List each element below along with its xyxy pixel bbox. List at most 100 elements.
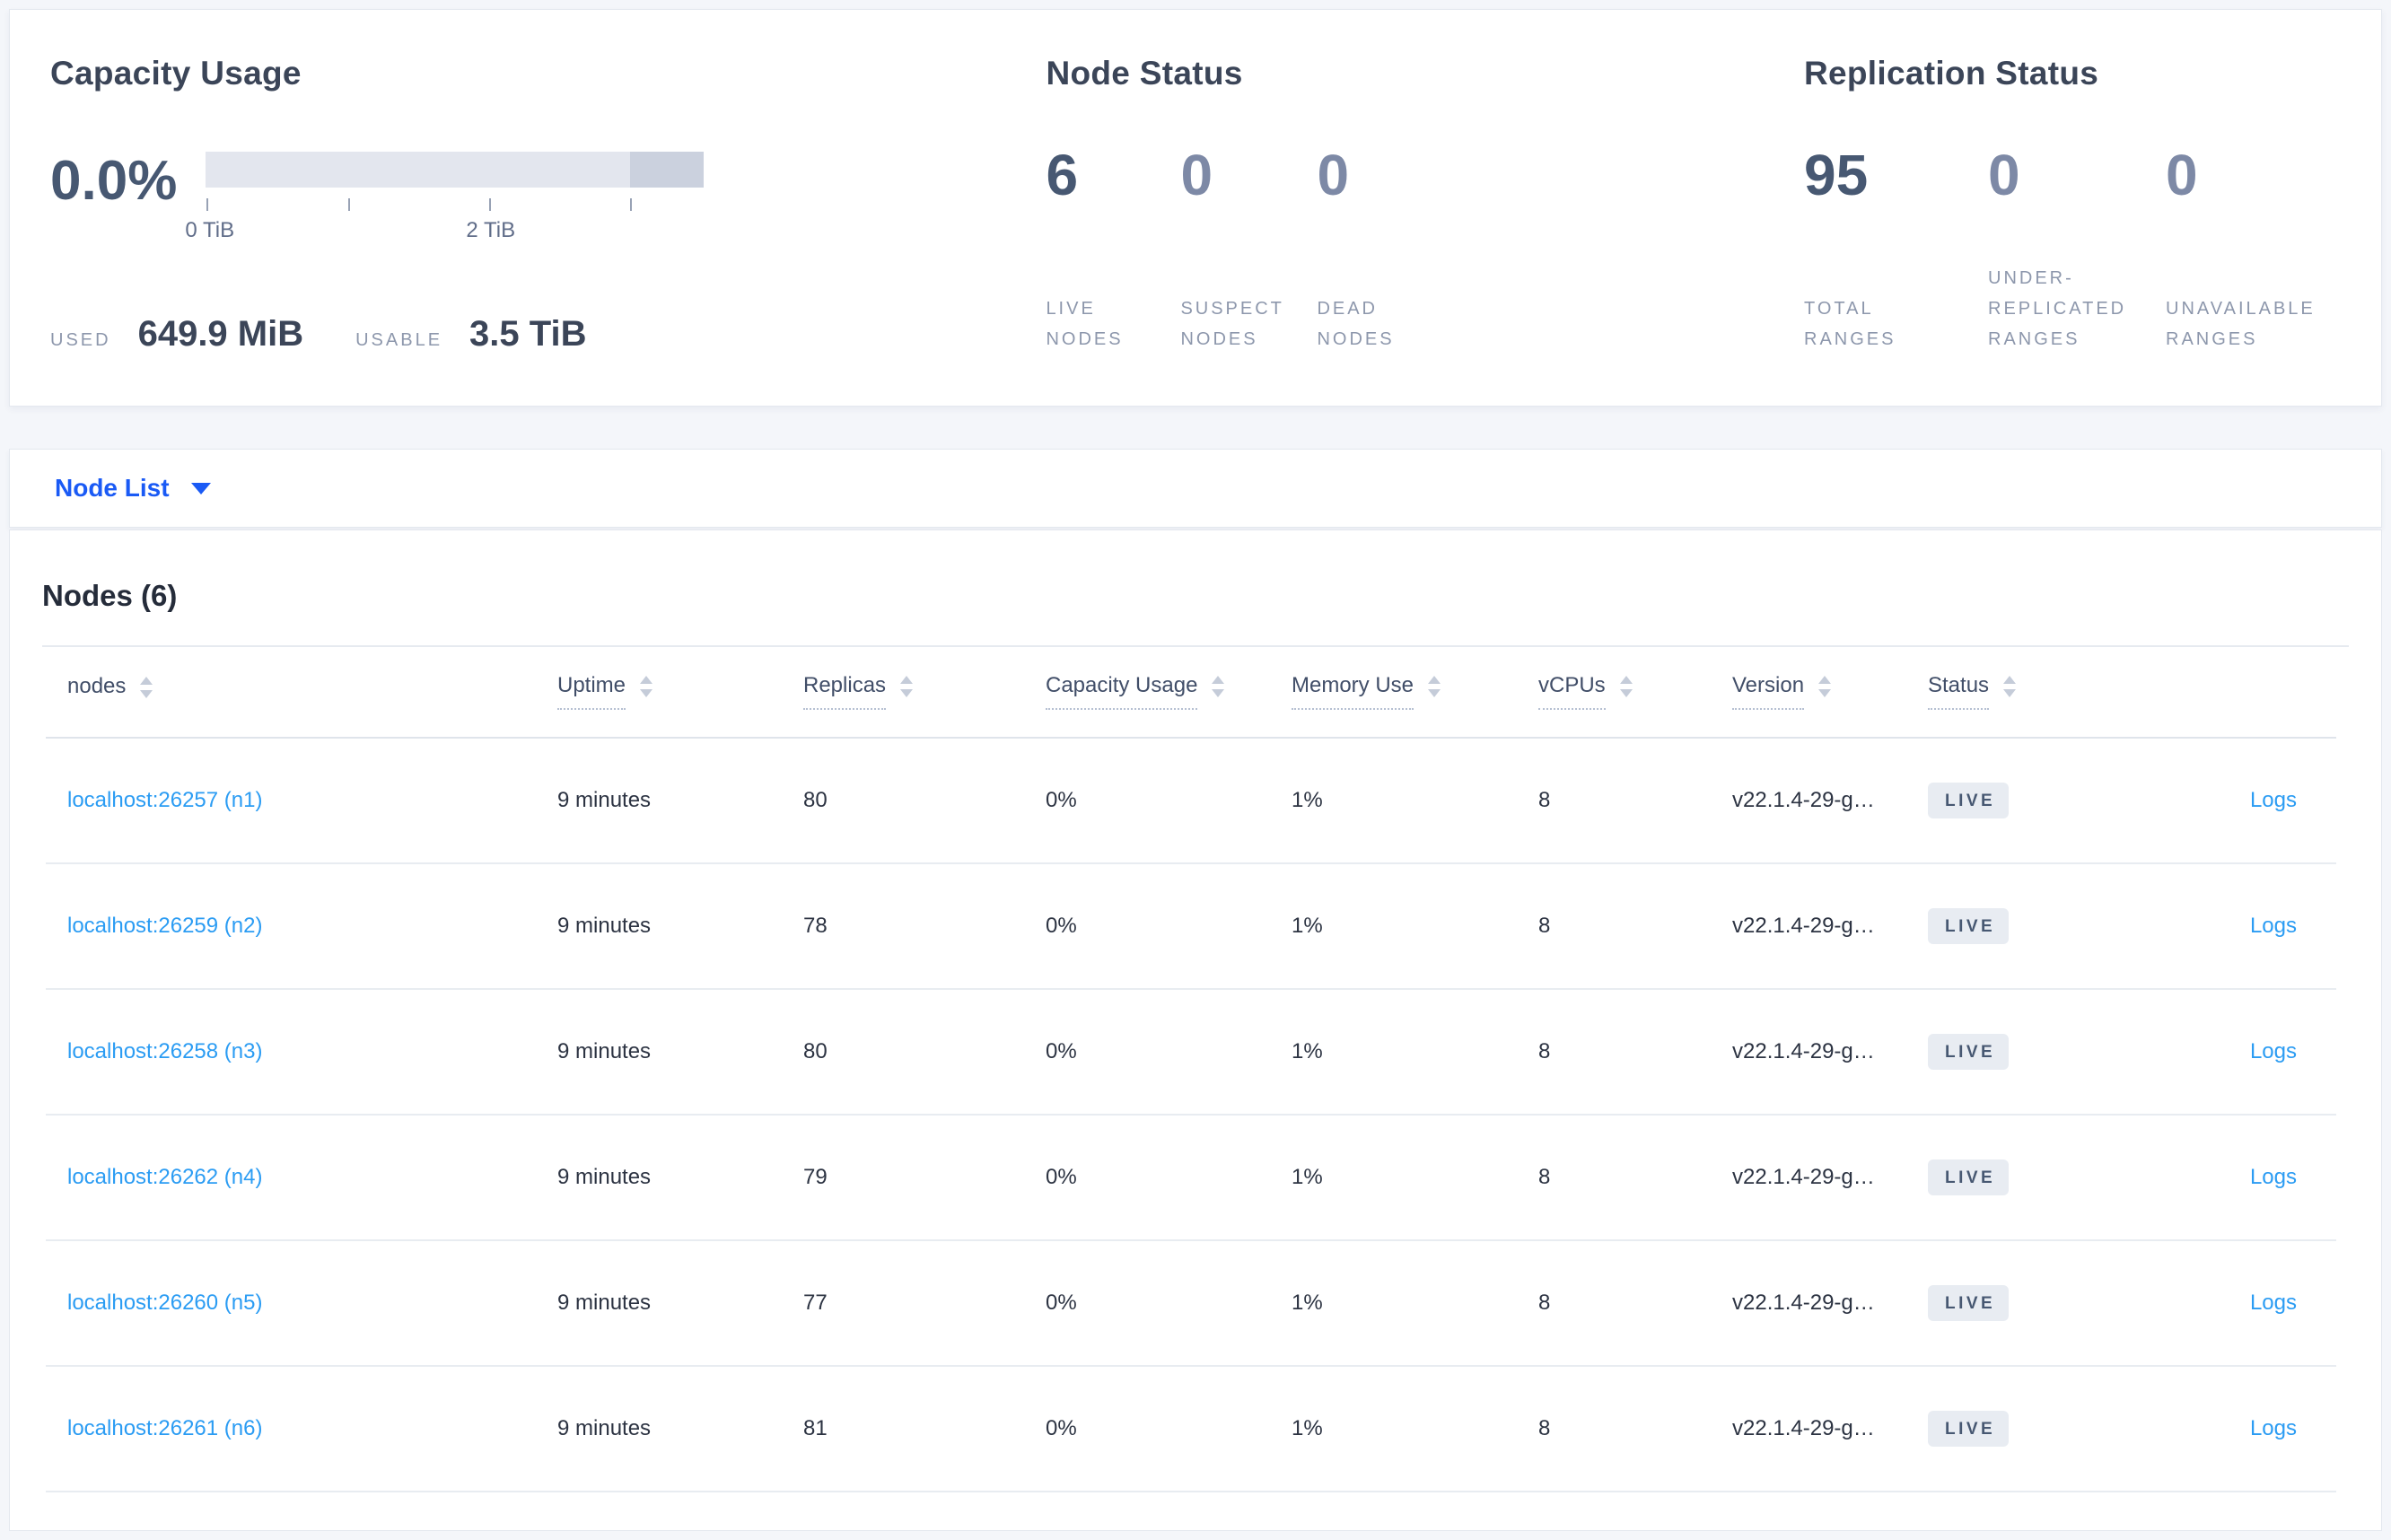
status-badge: LIVE xyxy=(1928,1034,2010,1070)
version-cell: v22.1.4-29-g… xyxy=(1732,1039,1875,1063)
vcpus-cell: 8 xyxy=(1538,914,1551,938)
suspect-nodes-metric: 0 SUSPECT NODES xyxy=(1180,146,1317,354)
table-row: localhost:26262 (n4) 9 minutes 79 0% 1% … xyxy=(46,1116,2336,1241)
nodes-section-title: Nodes (6) xyxy=(42,579,178,612)
vcpus-cell: 8 xyxy=(1538,788,1551,812)
column-header-version[interactable]: Version xyxy=(1732,673,1928,711)
uptime-cell: 9 minutes xyxy=(557,1039,652,1063)
column-header-uptime[interactable]: Uptime xyxy=(557,673,803,711)
cluster-summary-panel: Capacity Usage 0.0% xyxy=(9,9,2382,407)
capacity-bar-track xyxy=(206,152,705,188)
total-ranges-label: TOTAL RANGES xyxy=(1804,299,1896,349)
logs-link[interactable]: Logs xyxy=(2249,914,2297,938)
logs-link[interactable]: Logs xyxy=(2249,1165,2297,1189)
version-cell: v22.1.4-29-g… xyxy=(1732,1165,1875,1189)
nodes-table-header: nodes Uptime Replicas Capacity Usage Mem… xyxy=(46,647,2336,739)
node-status-section: Node Status 6 LIVE NODES 0 SUSPECT NODES… xyxy=(1046,55,1804,406)
column-header-memory-use[interactable]: Memory Use xyxy=(1292,673,1538,711)
capacity-cell: 0% xyxy=(1046,1039,1077,1063)
table-row: localhost:26261 (n6) 9 minutes 81 0% 1% … xyxy=(46,1367,2336,1492)
used-value: 649.9 MiB xyxy=(137,314,304,354)
axis-tick xyxy=(347,198,350,211)
under-replicated-ranges-metric: 0 UNDER- REPLICATED RANGES xyxy=(1988,146,2166,354)
under-replicated-ranges-label: UNDER- REPLICATED RANGES xyxy=(1988,268,2127,349)
table-row: localhost:26259 (n2) 9 minutes 78 0% 1% … xyxy=(46,864,2336,990)
replicas-cell: 81 xyxy=(803,1416,828,1440)
vcpus-cell: 8 xyxy=(1538,1291,1551,1315)
live-nodes-label: LIVE NODES xyxy=(1046,299,1124,349)
unavailable-ranges-value: 0 xyxy=(2166,143,2198,207)
nodes-table: nodes Uptime Replicas Capacity Usage Mem… xyxy=(46,647,2336,1492)
capacity-bar-end-segment xyxy=(629,152,705,188)
capacity-usage-section: Capacity Usage 0.0% xyxy=(50,55,1046,406)
unavailable-ranges-label: UNAVAILABLE RANGES xyxy=(2166,299,2316,349)
node-link[interactable]: localhost:26259 (n2) xyxy=(67,914,263,938)
replicas-cell: 80 xyxy=(803,1039,828,1063)
logs-link[interactable]: Logs xyxy=(2249,1291,2297,1315)
view-selector-bar: Node List xyxy=(9,449,2382,528)
used-label: USED xyxy=(50,330,111,350)
dead-nodes-metric: 0 DEAD NODES xyxy=(1317,146,1496,354)
node-link[interactable]: localhost:26257 (n1) xyxy=(67,788,263,812)
status-badge: LIVE xyxy=(1928,1411,2010,1447)
memory-cell: 1% xyxy=(1292,788,1323,812)
vcpus-cell: 8 xyxy=(1538,1165,1551,1189)
logs-link[interactable]: Logs xyxy=(2249,1039,2297,1063)
capacity-cell: 0% xyxy=(1046,788,1077,812)
memory-cell: 1% xyxy=(1292,1291,1323,1315)
memory-cell: 1% xyxy=(1292,1416,1323,1440)
replicas-cell: 77 xyxy=(803,1291,828,1315)
axis-label-2tib: 2 TiB xyxy=(466,218,516,242)
column-header-nodes[interactable]: nodes xyxy=(67,674,557,709)
nodes-panel: Nodes (6) nodes Uptime Replicas Capacity… xyxy=(9,529,2382,1531)
sort-icon xyxy=(640,675,653,697)
logs-link[interactable]: Logs xyxy=(2249,1416,2297,1440)
version-cell: v22.1.4-29-g… xyxy=(1732,1291,1875,1315)
node-link[interactable]: localhost:26258 (n3) xyxy=(67,1039,263,1063)
column-header-status[interactable]: Status xyxy=(1928,673,2182,711)
suspect-nodes-value: 0 xyxy=(1180,143,1213,207)
vcpus-cell: 8 xyxy=(1538,1416,1551,1440)
replication-status-title: Replication Status xyxy=(1804,55,2099,92)
column-header-replicas[interactable]: Replicas xyxy=(803,673,1046,711)
table-row: localhost:26257 (n1) 9 minutes 80 0% 1% … xyxy=(46,739,2336,864)
version-cell: v22.1.4-29-g… xyxy=(1732,1416,1875,1440)
logs-link[interactable]: Logs xyxy=(2249,788,2297,812)
dead-nodes-value: 0 xyxy=(1317,143,1350,207)
capacity-usage-title: Capacity Usage xyxy=(50,55,302,92)
live-nodes-metric: 6 LIVE NODES xyxy=(1046,146,1180,354)
node-list-dropdown[interactable]: Node List xyxy=(55,474,211,503)
uptime-cell: 9 minutes xyxy=(557,1291,652,1315)
replicas-cell: 79 xyxy=(803,1165,828,1189)
dead-nodes-label: DEAD NODES xyxy=(1317,299,1395,349)
replicas-cell: 80 xyxy=(803,788,828,812)
node-link[interactable]: localhost:26262 (n4) xyxy=(67,1165,263,1189)
memory-cell: 1% xyxy=(1292,1039,1323,1063)
column-header-vcpus[interactable]: vCPUs xyxy=(1538,673,1732,711)
axis-tick xyxy=(488,198,491,211)
axis-tick xyxy=(206,198,209,211)
capacity-cell: 0% xyxy=(1046,1291,1077,1315)
node-link[interactable]: localhost:26260 (n5) xyxy=(67,1291,263,1315)
memory-cell: 1% xyxy=(1292,914,1323,938)
unavailable-ranges-metric: 0 UNAVAILABLE RANGES xyxy=(2166,146,2381,354)
sort-icon xyxy=(900,675,914,697)
status-badge: LIVE xyxy=(1928,908,2010,944)
table-row: localhost:26258 (n3) 9 minutes 80 0% 1% … xyxy=(46,990,2336,1116)
sort-icon xyxy=(2003,675,2017,697)
usable-label: USABLE xyxy=(355,330,443,350)
column-header-capacity-usage[interactable]: Capacity Usage xyxy=(1046,673,1292,711)
node-link[interactable]: localhost:26261 (n6) xyxy=(67,1416,263,1440)
sort-icon xyxy=(1818,675,1832,697)
capacity-used-percent: 0.0% xyxy=(50,150,178,212)
replicas-cell: 78 xyxy=(803,914,828,938)
uptime-cell: 9 minutes xyxy=(557,1165,652,1189)
uptime-cell: 9 minutes xyxy=(557,1416,652,1440)
chevron-down-icon xyxy=(190,482,211,494)
capacity-cell: 0% xyxy=(1046,1165,1077,1189)
status-badge: LIVE xyxy=(1928,783,2010,818)
live-nodes-value: 6 xyxy=(1046,143,1079,207)
suspect-nodes-label: SUSPECT NODES xyxy=(1180,299,1284,349)
sort-icon xyxy=(140,676,153,698)
